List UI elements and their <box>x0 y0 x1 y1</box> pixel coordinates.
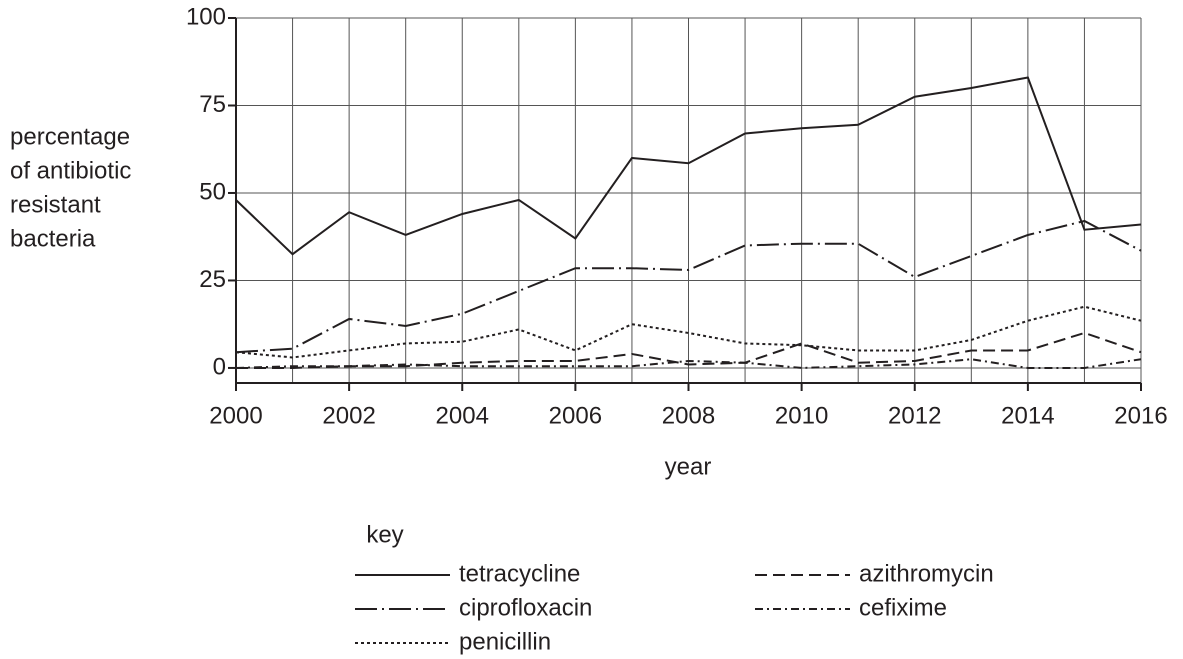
x-tick-label: 2014 <box>1001 402 1054 429</box>
y-tick-label: 0 <box>213 353 226 380</box>
y-axis-label: bacteria <box>10 225 96 252</box>
x-tick-label: 2006 <box>549 402 602 429</box>
x-tick-label: 2016 <box>1114 402 1167 429</box>
x-tick-label: 2002 <box>322 402 375 429</box>
legend-label: penicillin <box>459 628 551 655</box>
x-axis-label: year <box>665 453 712 480</box>
series-line <box>235 76 1142 256</box>
series-line <box>236 331 1142 369</box>
series-line <box>235 305 1142 359</box>
y-axis-label: of antibiotic <box>10 157 131 184</box>
y-tick-label: 75 <box>199 91 226 118</box>
legend-label: cefixime <box>859 594 947 621</box>
legend-label: tetracycline <box>459 560 580 587</box>
x-tick-label: 2010 <box>775 402 828 429</box>
y-tick-label: 50 <box>199 178 226 205</box>
y-axis-label: percentage <box>10 123 130 150</box>
x-tick-label: 2000 <box>209 402 262 429</box>
y-tick-label: 25 <box>199 266 226 293</box>
x-tick-label: 2008 <box>662 402 715 429</box>
y-axis-label: resistant <box>10 191 101 218</box>
legend-label: ciprofloxacin <box>459 594 592 621</box>
legend-label: azithromycin <box>859 560 994 587</box>
legend-title: key <box>366 521 403 548</box>
series-line <box>235 358 1142 369</box>
series-line <box>235 219 1142 354</box>
x-tick-label: 2012 <box>888 402 941 429</box>
y-tick-label: 100 <box>186 3 226 30</box>
x-tick-label: 2004 <box>436 402 489 429</box>
